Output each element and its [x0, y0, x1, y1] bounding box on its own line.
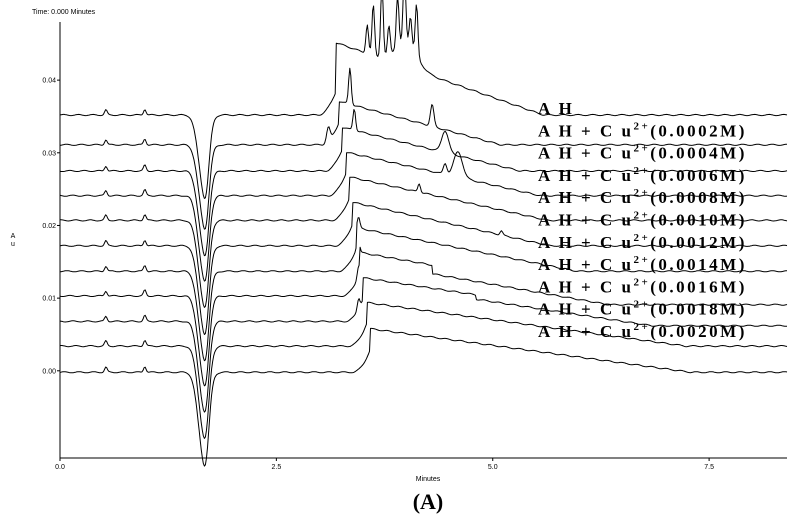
legend-entry: A H + C u2+(0.0006M) — [538, 165, 747, 185]
legend-entry: A H + C u2+(0.0008M) — [538, 187, 747, 207]
legend-label: A H + C u2+(0.0002M) — [538, 120, 747, 140]
axes: 0.00 0.01 0.02 0.03 0.04 0.0 2.5 5.0 7.5 — [42, 22, 787, 471]
legend-entry: A H — [538, 99, 574, 118]
legend-entry: A H + C u2+(0.0020M) — [538, 321, 747, 341]
legend-entry: A H + C u2+(0.0012M) — [538, 232, 747, 252]
legend-entry: A H + C u2+(0.0002M) — [538, 120, 747, 140]
legend-entry: A H + C u2+(0.0010M) — [538, 210, 747, 230]
x-tick-label: 7.5 — [704, 464, 714, 471]
series-line-3 — [59, 109, 788, 257]
traces — [59, 0, 788, 467]
time-header: Time: 0.000 Minutes — [32, 9, 96, 16]
x-tick-label: 2.5 — [272, 464, 282, 471]
legend-entry: A H + C u2+(0.0018M) — [538, 299, 747, 319]
series-line-10 — [59, 301, 788, 439]
x-axis-label: Minutes — [416, 476, 441, 483]
legend-label: A H + C u2+(0.0014M) — [538, 254, 747, 274]
legend-entry: A H + C u2+(0.0016M) — [538, 276, 747, 296]
legend-label: A H + C u2+(0.0008M) — [538, 187, 747, 207]
series-line-1 — [59, 0, 788, 199]
legend-label: A H + C u2+(0.0018M) — [538, 299, 747, 319]
legend-entry: A H + C u2+(0.0014M) — [538, 254, 747, 274]
series-line-9 — [59, 277, 787, 413]
legend-label: A H + C u2+(0.0012M) — [538, 232, 747, 252]
legend-label: A H — [538, 99, 574, 118]
y-tick-label: 0.01 — [42, 296, 56, 303]
legend-label: A H + C u2+(0.0010M) — [538, 210, 747, 230]
x-tick-label: 0.0 — [55, 464, 65, 471]
series-line-8 — [59, 246, 788, 387]
x-tick-label: 5.0 — [488, 464, 498, 471]
series-line-4 — [59, 151, 788, 282]
series-line-11 — [59, 327, 788, 467]
legend: A H A H + C u2+(0.0002M) A H + C u2+(0.000… — [538, 99, 747, 341]
y-tick-label: 0.00 — [42, 368, 56, 375]
y-tick-label: 0.03 — [42, 150, 56, 157]
series-line-7 — [59, 217, 787, 362]
y-tick-label: 0.02 — [42, 223, 56, 230]
legend-label: A H + C u2+(0.0006M) — [538, 165, 747, 185]
legend-label: A H + C u2+(0.0004M) — [538, 143, 747, 163]
panel-label: (A) — [413, 489, 444, 514]
legend-entry: A H + C u2+(0.0004M) — [538, 143, 747, 163]
series-line-2 — [59, 67, 788, 230]
legend-label: A H + C u2+(0.0016M) — [538, 276, 747, 296]
y-tick-label: 0.04 — [42, 78, 56, 85]
series-line-5 — [60, 176, 788, 308]
legend-label: A H + C u2+(0.0020M) — [538, 321, 747, 341]
series-line-6 — [59, 202, 788, 335]
